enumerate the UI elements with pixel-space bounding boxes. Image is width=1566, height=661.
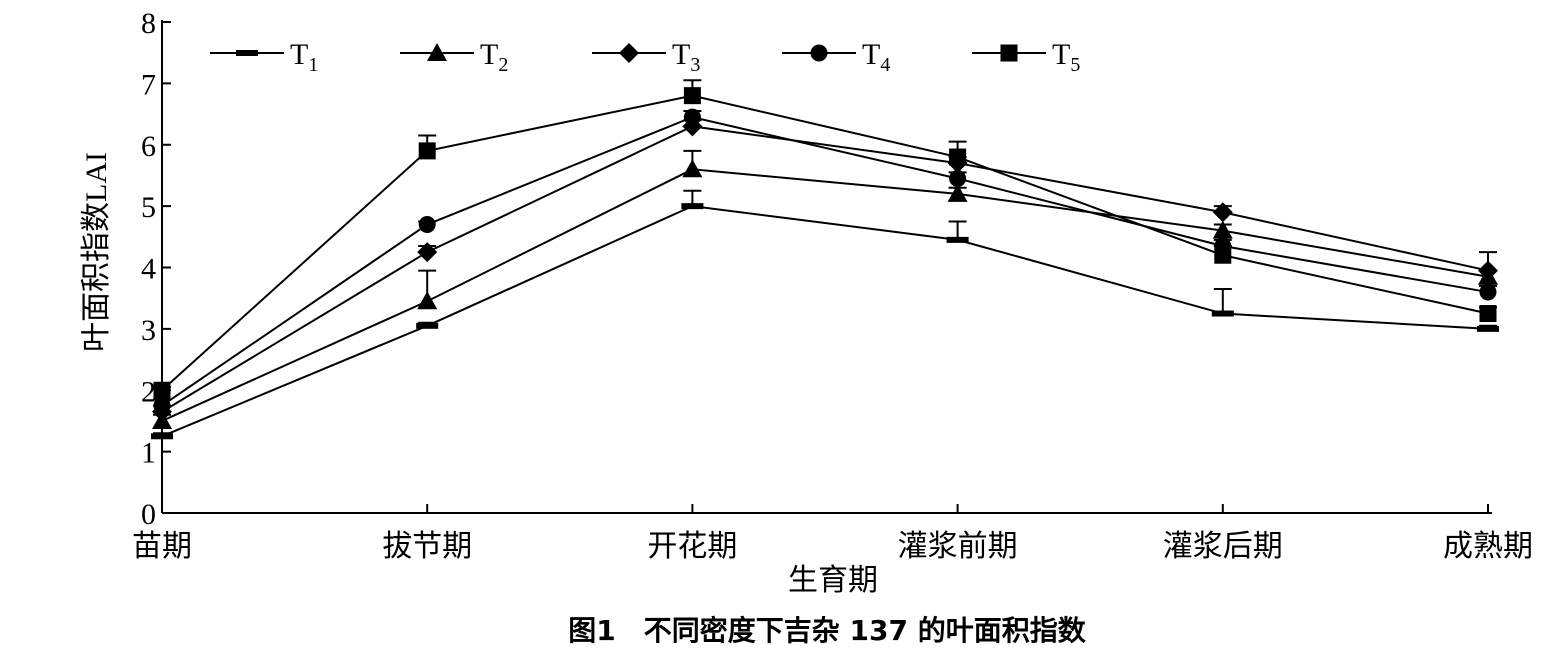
legend-item-4: T4: [782, 38, 890, 76]
x-axis-ticks: 苗期 拔节期 开花期 灌浆前期 灌浆后期 成熟期: [132, 504, 1533, 563]
data-point-triangle: [682, 159, 703, 178]
data-point-triangle: [1212, 220, 1233, 239]
data-point-triangle: [417, 291, 438, 310]
legend: T1 T2 T3 T4 T5: [210, 38, 1080, 76]
data-point-square: [949, 148, 967, 166]
x-tick-label: 苗期: [132, 530, 192, 563]
legend-marker-triangle: [427, 43, 447, 61]
x-tick-label: 开花期: [647, 530, 737, 563]
legend-marker-circle: [810, 44, 828, 62]
y-tick-label: 0: [141, 498, 156, 531]
legend-marker-square: [1000, 44, 1018, 62]
y-tick-label: 1: [141, 437, 156, 470]
legend-label: T2: [480, 38, 508, 76]
legend-item-1: T1: [210, 38, 318, 76]
data-point-square: [153, 381, 171, 399]
data-point-square: [683, 87, 701, 105]
data-point-dash: [151, 433, 173, 440]
legend-label: T3: [672, 38, 700, 76]
legend-label: T4: [862, 38, 890, 76]
series-line-2: [161, 168, 1489, 422]
data-point-circle: [418, 216, 436, 234]
x-tick-label: 灌浆前期: [898, 530, 1018, 563]
legend-label: T5: [1052, 38, 1080, 76]
x-tick-label: 成熟期: [1443, 530, 1533, 563]
legend-item-3: T3: [592, 38, 700, 76]
y-tick-label: 8: [141, 7, 156, 40]
data-point-dash: [946, 236, 969, 243]
data-point-circle: [683, 108, 701, 126]
y-tick-label: 4: [141, 253, 156, 286]
data-point-triangle: [947, 183, 968, 202]
data-point-dash: [416, 322, 439, 329]
y-tick-label: 3: [141, 314, 156, 347]
data-point-circle: [153, 397, 171, 415]
y-tick-label: 5: [141, 191, 156, 224]
series-line-1: [161, 205, 1489, 438]
legend-marker-dash: [236, 50, 258, 56]
data-markers: [151, 87, 1499, 440]
figure-caption: 图1 不同密度下吉杂 137 的叶面积指数: [568, 614, 1086, 647]
data-point-dash: [1477, 325, 1499, 332]
legend-marker-diamond: [619, 43, 639, 63]
x-tick-label: 灌浆后期: [1163, 530, 1283, 563]
legend-label: T1: [290, 38, 318, 76]
data-point-square: [418, 142, 436, 160]
x-tick-label: 拔节期: [382, 530, 472, 563]
series-line-5: [161, 94, 1489, 391]
data-point-dash: [1211, 310, 1234, 317]
axes: [161, 20, 1492, 514]
data-point-circle: [1479, 283, 1497, 301]
y-axis-label: 叶面积指数LAI: [80, 152, 113, 352]
y-tick-label: 7: [141, 68, 156, 101]
y-tick-label: 2: [141, 375, 156, 408]
data-point-diamond: [1478, 260, 1498, 281]
x-axis-label: 生育期: [788, 564, 878, 597]
data-point-circle: [949, 170, 967, 188]
data-point-diamond: [1212, 202, 1233, 223]
legend-item-2: T2: [400, 38, 508, 76]
series-lines: [161, 94, 1489, 438]
data-point-square: [1214, 246, 1232, 264]
y-axis-ticks: 0 1 2 3 4 5 6 7 8: [141, 7, 171, 531]
data-point-diamond: [417, 242, 438, 263]
series-line-3: [161, 125, 1489, 413]
series-line-4: [161, 116, 1489, 407]
legend-item-5: T5: [972, 38, 1080, 76]
y-tick-label: 6: [141, 130, 156, 163]
data-point-dash: [681, 203, 704, 210]
data-point-square: [1479, 305, 1497, 323]
